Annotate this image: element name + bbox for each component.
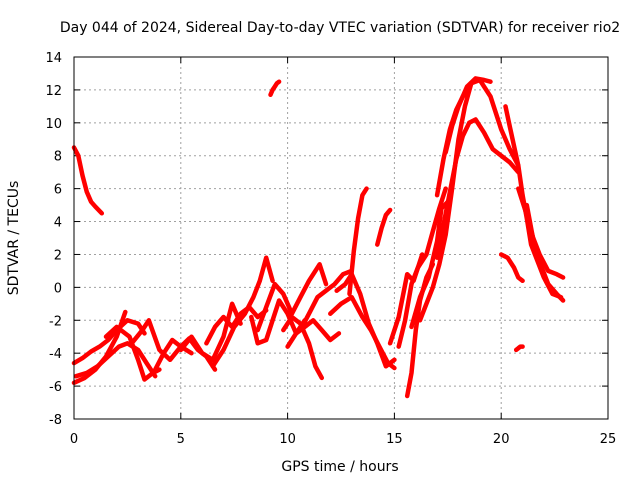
x-axis-label: GPS time / hours xyxy=(281,459,398,475)
y-tick-label: -8 xyxy=(49,413,62,428)
series-track-24 xyxy=(409,199,451,330)
y-tick-label: -4 xyxy=(49,347,62,362)
series-track-19 xyxy=(347,186,369,297)
series-track-04 xyxy=(73,341,158,379)
series-track-15 xyxy=(285,318,342,349)
y-tick-label: 10 xyxy=(45,117,62,132)
series-track-10 xyxy=(210,255,275,369)
y-tick-label: 4 xyxy=(54,216,62,231)
series-track-28 xyxy=(434,87,472,198)
x-tick-label: 15 xyxy=(386,432,403,447)
series-track-16 xyxy=(298,268,354,333)
series-track-17 xyxy=(334,271,397,369)
series-track-20 xyxy=(375,207,393,247)
x-tick-label: 25 xyxy=(600,432,617,447)
series-track-26 xyxy=(434,117,521,260)
series-track-33 xyxy=(513,344,525,353)
series-track-01 xyxy=(71,145,105,216)
y-tick-label: 14 xyxy=(45,51,62,66)
x-tick-label: 10 xyxy=(279,432,296,447)
series-track-13 xyxy=(268,79,282,98)
series-track-05 xyxy=(103,324,162,382)
y-tick-label: 6 xyxy=(54,183,62,198)
series-track-03 xyxy=(71,318,147,366)
x-tick-label: 20 xyxy=(493,432,510,447)
plot-frame xyxy=(73,56,609,420)
y-tick-label: -2 xyxy=(49,314,62,329)
series-track-18 xyxy=(328,294,397,371)
chart-title: Day 044 of 2024, Sidereal Day-to-day VTE… xyxy=(60,20,620,36)
series-track-23 xyxy=(396,186,448,349)
tick-labels: 0 5 10 15 20 25 -8 -6 -4 -2 0 2 4 6 8 10 12 14 xyxy=(45,51,616,447)
x-tick-label: 5 xyxy=(177,432,185,447)
y-tick-label: 12 xyxy=(45,84,62,99)
series-track-32 xyxy=(498,252,525,284)
series-track-09 xyxy=(204,304,269,346)
series-track-08 xyxy=(178,301,243,363)
y-tick-label: 8 xyxy=(54,150,62,165)
series-track-12 xyxy=(255,262,329,333)
y-axis-label: SDTVAR / TECUs xyxy=(6,181,22,296)
y-tick-label: 2 xyxy=(54,248,62,263)
series-track-25 xyxy=(417,77,521,323)
y-tick-label: 0 xyxy=(54,281,62,296)
data-series xyxy=(71,76,566,399)
x-tick-label: 0 xyxy=(70,432,78,447)
series-track-14 xyxy=(281,314,325,381)
series-track-31 xyxy=(524,202,566,303)
series-track-11 xyxy=(249,298,307,346)
y-tick-label: -6 xyxy=(49,380,62,395)
